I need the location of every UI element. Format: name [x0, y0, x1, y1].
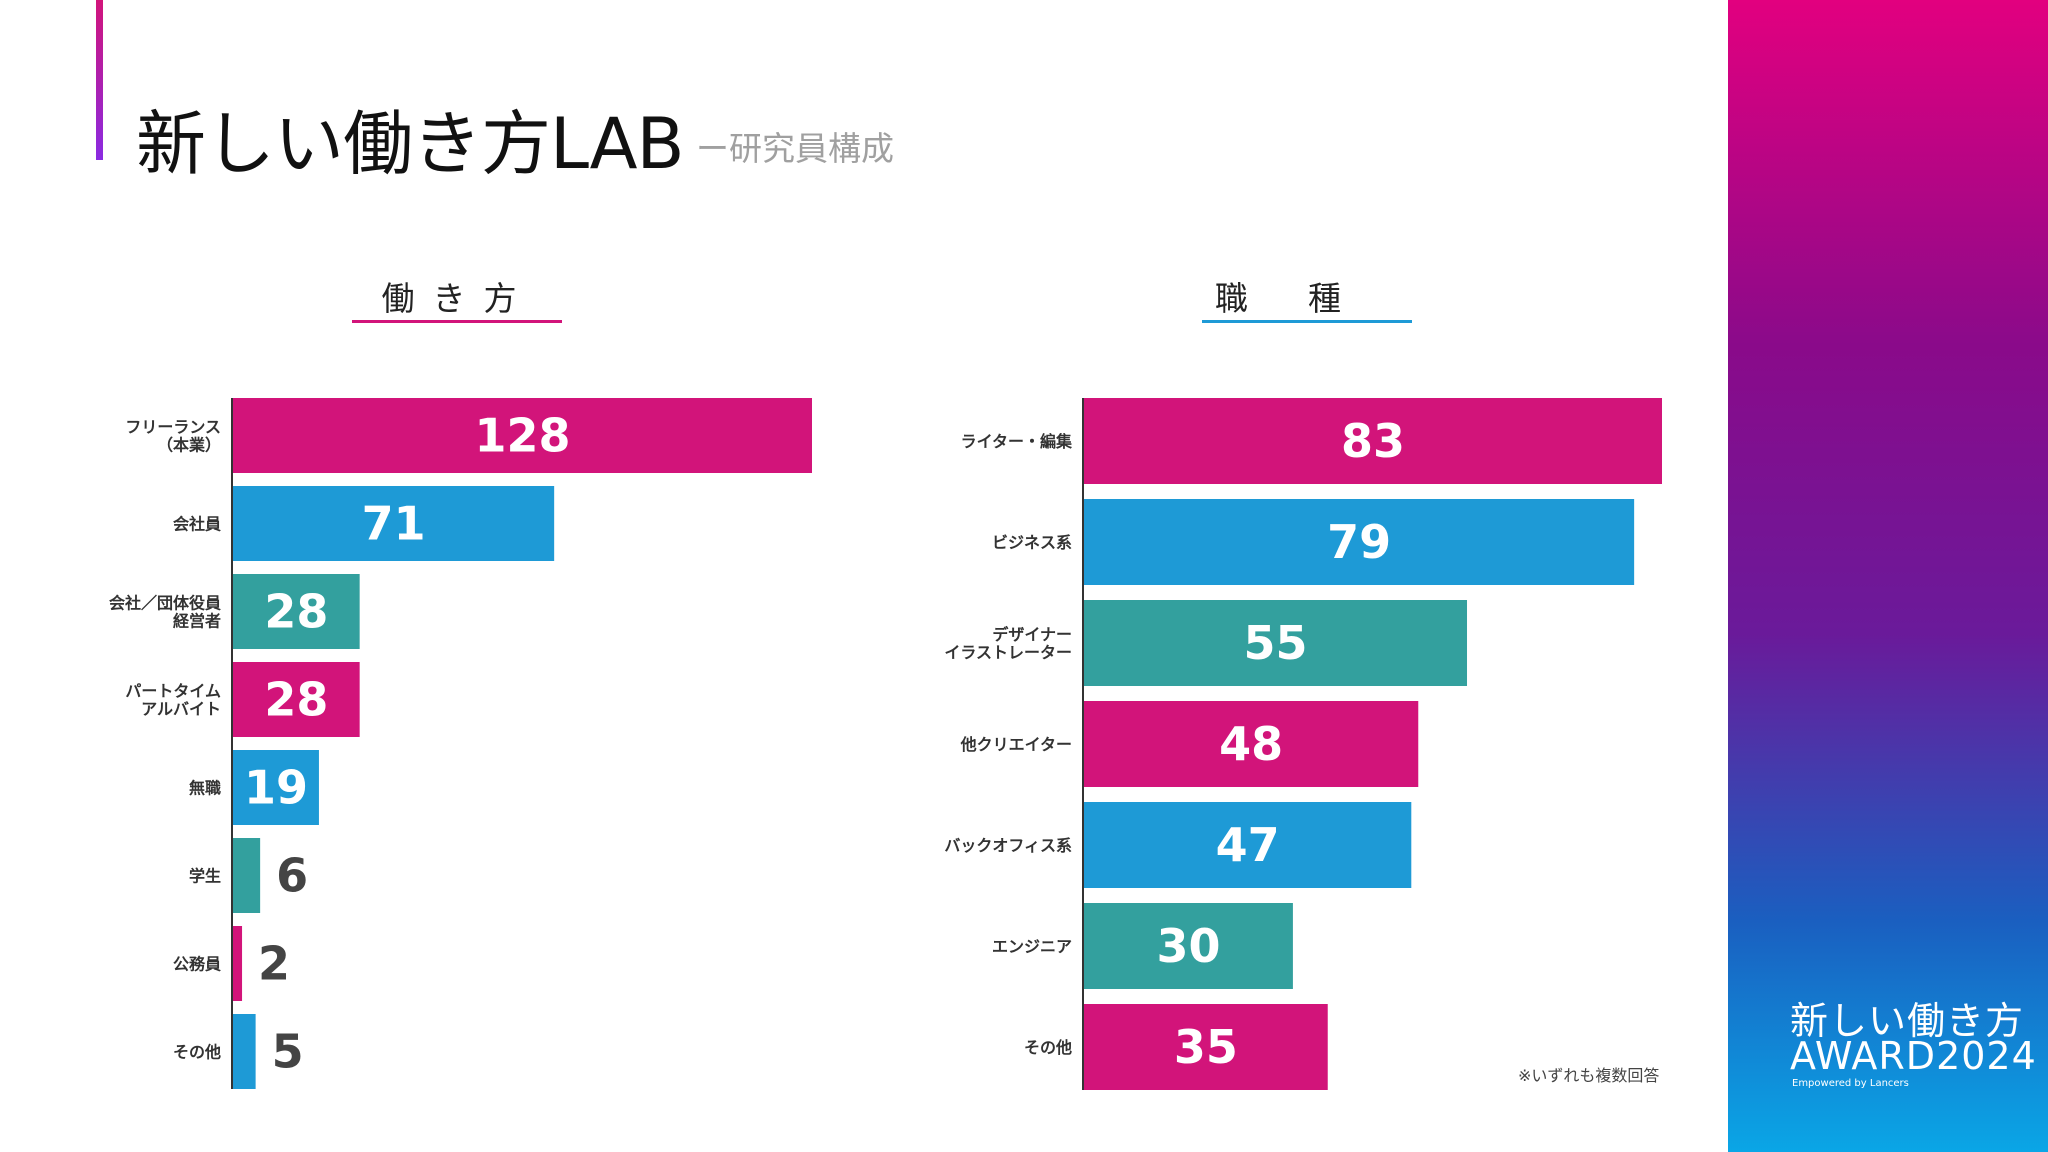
chart-1-category-label-6: その他 — [1024, 1038, 1072, 1057]
chart-1-category-label-2: デザイナーイラストレーター — [944, 625, 1072, 662]
chart-1-category-label-4: バックオフィス系 — [944, 836, 1072, 855]
chart-0-bar-3 — [233, 662, 360, 737]
left-section-underline — [352, 320, 562, 323]
right-section-title: 職種 — [1215, 279, 1401, 318]
chart-0-value-label-6: 2 — [258, 937, 290, 991]
chart-0-category-label-1: 会社員 — [173, 515, 221, 534]
chart-0-value-label-4: 19 — [244, 761, 308, 815]
chart-0-category-label-0: フリーランス（本業） — [125, 418, 221, 455]
left-section-title: 働き方 — [381, 279, 535, 318]
page-subtitle: ー研究員構成 — [696, 129, 894, 168]
brand-logo-line3: Empowered by Lancers — [1792, 1078, 1909, 1089]
brand-logo-line1: 新しい働き方 — [1790, 999, 2025, 1043]
chart-1-value-label-5: 30 — [1156, 919, 1220, 973]
chart-1-value-label-3: 48 — [1219, 717, 1283, 771]
chart-0-bar-4 — [233, 750, 319, 825]
job-type-bar-chart: 83 ライター・編集 79 ビジネス系 55 デザイナーイラストレーター 48 他クリエイター… — [944, 398, 1662, 1090]
chart-0-value-label-3: 28 — [264, 673, 328, 727]
chart-0-value-label-2: 28 — [264, 585, 328, 639]
work-style-bar-chart: 128 フリーランス（本業） 71 会社員 28 会社／団体役員経営者 28 パートタイムアル… — [109, 398, 812, 1089]
chart-0-category-label-3: パートタイムアルバイト — [125, 682, 221, 719]
chart-1-bar-1 — [1084, 499, 1635, 585]
title-accent-bar — [96, 0, 103, 160]
chart-0-bar-7 — [233, 1014, 256, 1089]
chart-0-category-label-4: 無職 — [189, 779, 221, 798]
chart-1-value-label-1: 79 — [1327, 515, 1391, 569]
chart-0-category-label-6: 公務員 — [173, 955, 221, 974]
chart-1-bar-0 — [1084, 398, 1662, 484]
chart-1-value-label-6: 35 — [1174, 1020, 1238, 1074]
chart-0-category-label-7: その他 — [173, 1043, 221, 1062]
chart-0-value-label-7: 5 — [272, 1025, 304, 1079]
chart-1-bar-3 — [1084, 701, 1419, 787]
chart-1-bar-6 — [1084, 1004, 1328, 1090]
chart-1-value-label-0: 83 — [1341, 414, 1405, 468]
chart-0-category-label-2: 会社／団体役員経営者 — [109, 594, 221, 631]
chart-0-bar-6 — [233, 926, 243, 1001]
chart-0-value-label-0: 128 — [474, 409, 570, 463]
chart-0-value-label-1: 71 — [362, 497, 426, 551]
brand-logo-line2: AWARD2024 — [1790, 1034, 2037, 1078]
footnote: ※いずれも複数回答 — [1518, 1066, 1660, 1085]
chart-1-value-label-2: 55 — [1243, 616, 1307, 670]
chart-1-category-label-0: ライター・編集 — [961, 432, 1073, 451]
chart-1-value-label-4: 47 — [1216, 818, 1280, 872]
right-section-underline — [1202, 320, 1412, 323]
chart-0-bar-1 — [233, 486, 555, 561]
chart-0-bar-2 — [233, 574, 360, 649]
chart-0-bar-0 — [233, 398, 812, 473]
chart-0-value-label-5: 6 — [276, 849, 308, 903]
chart-1-category-label-1: ビジネス系 — [992, 533, 1072, 552]
chart-1-bar-4 — [1084, 802, 1412, 888]
chart-1-bar-5 — [1084, 903, 1293, 989]
chart-0-bar-5 — [233, 838, 261, 913]
chart-1-category-label-3: 他クリエイター — [960, 735, 1072, 754]
page-title: 新しい働き方LAB — [136, 103, 685, 185]
chart-1-bar-2 — [1084, 600, 1468, 686]
brand-side-panel — [1728, 0, 2048, 1152]
chart-0-category-label-5: 学生 — [189, 867, 221, 886]
chart-1-category-label-5: エンジニア — [992, 937, 1072, 956]
